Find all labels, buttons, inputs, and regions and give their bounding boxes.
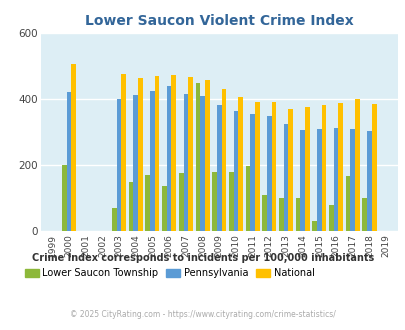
Bar bbox=[354, 99, 359, 231]
Bar bbox=[254, 102, 259, 231]
Bar bbox=[295, 198, 300, 231]
Bar bbox=[162, 186, 166, 231]
Bar bbox=[117, 99, 121, 231]
Bar bbox=[266, 116, 271, 231]
Bar bbox=[212, 172, 216, 231]
Bar bbox=[195, 82, 200, 231]
Bar bbox=[166, 86, 171, 231]
Bar bbox=[366, 131, 371, 231]
Bar bbox=[321, 105, 326, 231]
Bar bbox=[171, 75, 176, 231]
Bar bbox=[328, 205, 333, 231]
Bar bbox=[316, 129, 321, 231]
Bar bbox=[205, 80, 209, 231]
Bar bbox=[311, 221, 316, 231]
Bar bbox=[283, 124, 288, 231]
Bar bbox=[112, 208, 117, 231]
Bar bbox=[278, 198, 283, 231]
Bar bbox=[300, 130, 304, 231]
Text: © 2025 CityRating.com - https://www.cityrating.com/crime-statistics/: © 2025 CityRating.com - https://www.city… bbox=[70, 310, 335, 319]
Bar bbox=[62, 165, 66, 231]
Bar bbox=[154, 76, 159, 231]
Bar bbox=[245, 166, 249, 231]
Bar bbox=[66, 92, 71, 231]
Text: Crime Index corresponds to incidents per 100,000 inhabitants: Crime Index corresponds to incidents per… bbox=[32, 253, 373, 263]
Title: Lower Saucon Violent Crime Index: Lower Saucon Violent Crime Index bbox=[85, 14, 353, 28]
Bar bbox=[271, 102, 276, 231]
Bar bbox=[228, 172, 233, 231]
Bar bbox=[233, 111, 238, 231]
Bar bbox=[249, 114, 254, 231]
Bar bbox=[188, 77, 192, 231]
Bar bbox=[345, 176, 350, 231]
Bar bbox=[150, 91, 154, 231]
Legend: Lower Saucon Township, Pennsylvania, National: Lower Saucon Township, Pennsylvania, Nat… bbox=[21, 264, 318, 282]
Bar bbox=[362, 198, 366, 231]
Bar bbox=[350, 129, 354, 231]
Bar bbox=[121, 74, 126, 231]
Bar bbox=[221, 89, 226, 231]
Bar bbox=[216, 105, 221, 231]
Bar bbox=[138, 78, 143, 231]
Bar bbox=[145, 175, 150, 231]
Bar bbox=[128, 182, 133, 231]
Bar bbox=[288, 109, 292, 231]
Bar bbox=[183, 94, 188, 231]
Bar bbox=[133, 95, 138, 231]
Bar bbox=[304, 107, 309, 231]
Bar bbox=[262, 195, 266, 231]
Bar bbox=[71, 64, 76, 231]
Bar bbox=[200, 96, 205, 231]
Bar bbox=[178, 173, 183, 231]
Bar bbox=[333, 128, 338, 231]
Bar bbox=[338, 103, 342, 231]
Bar bbox=[238, 97, 242, 231]
Bar bbox=[371, 104, 375, 231]
